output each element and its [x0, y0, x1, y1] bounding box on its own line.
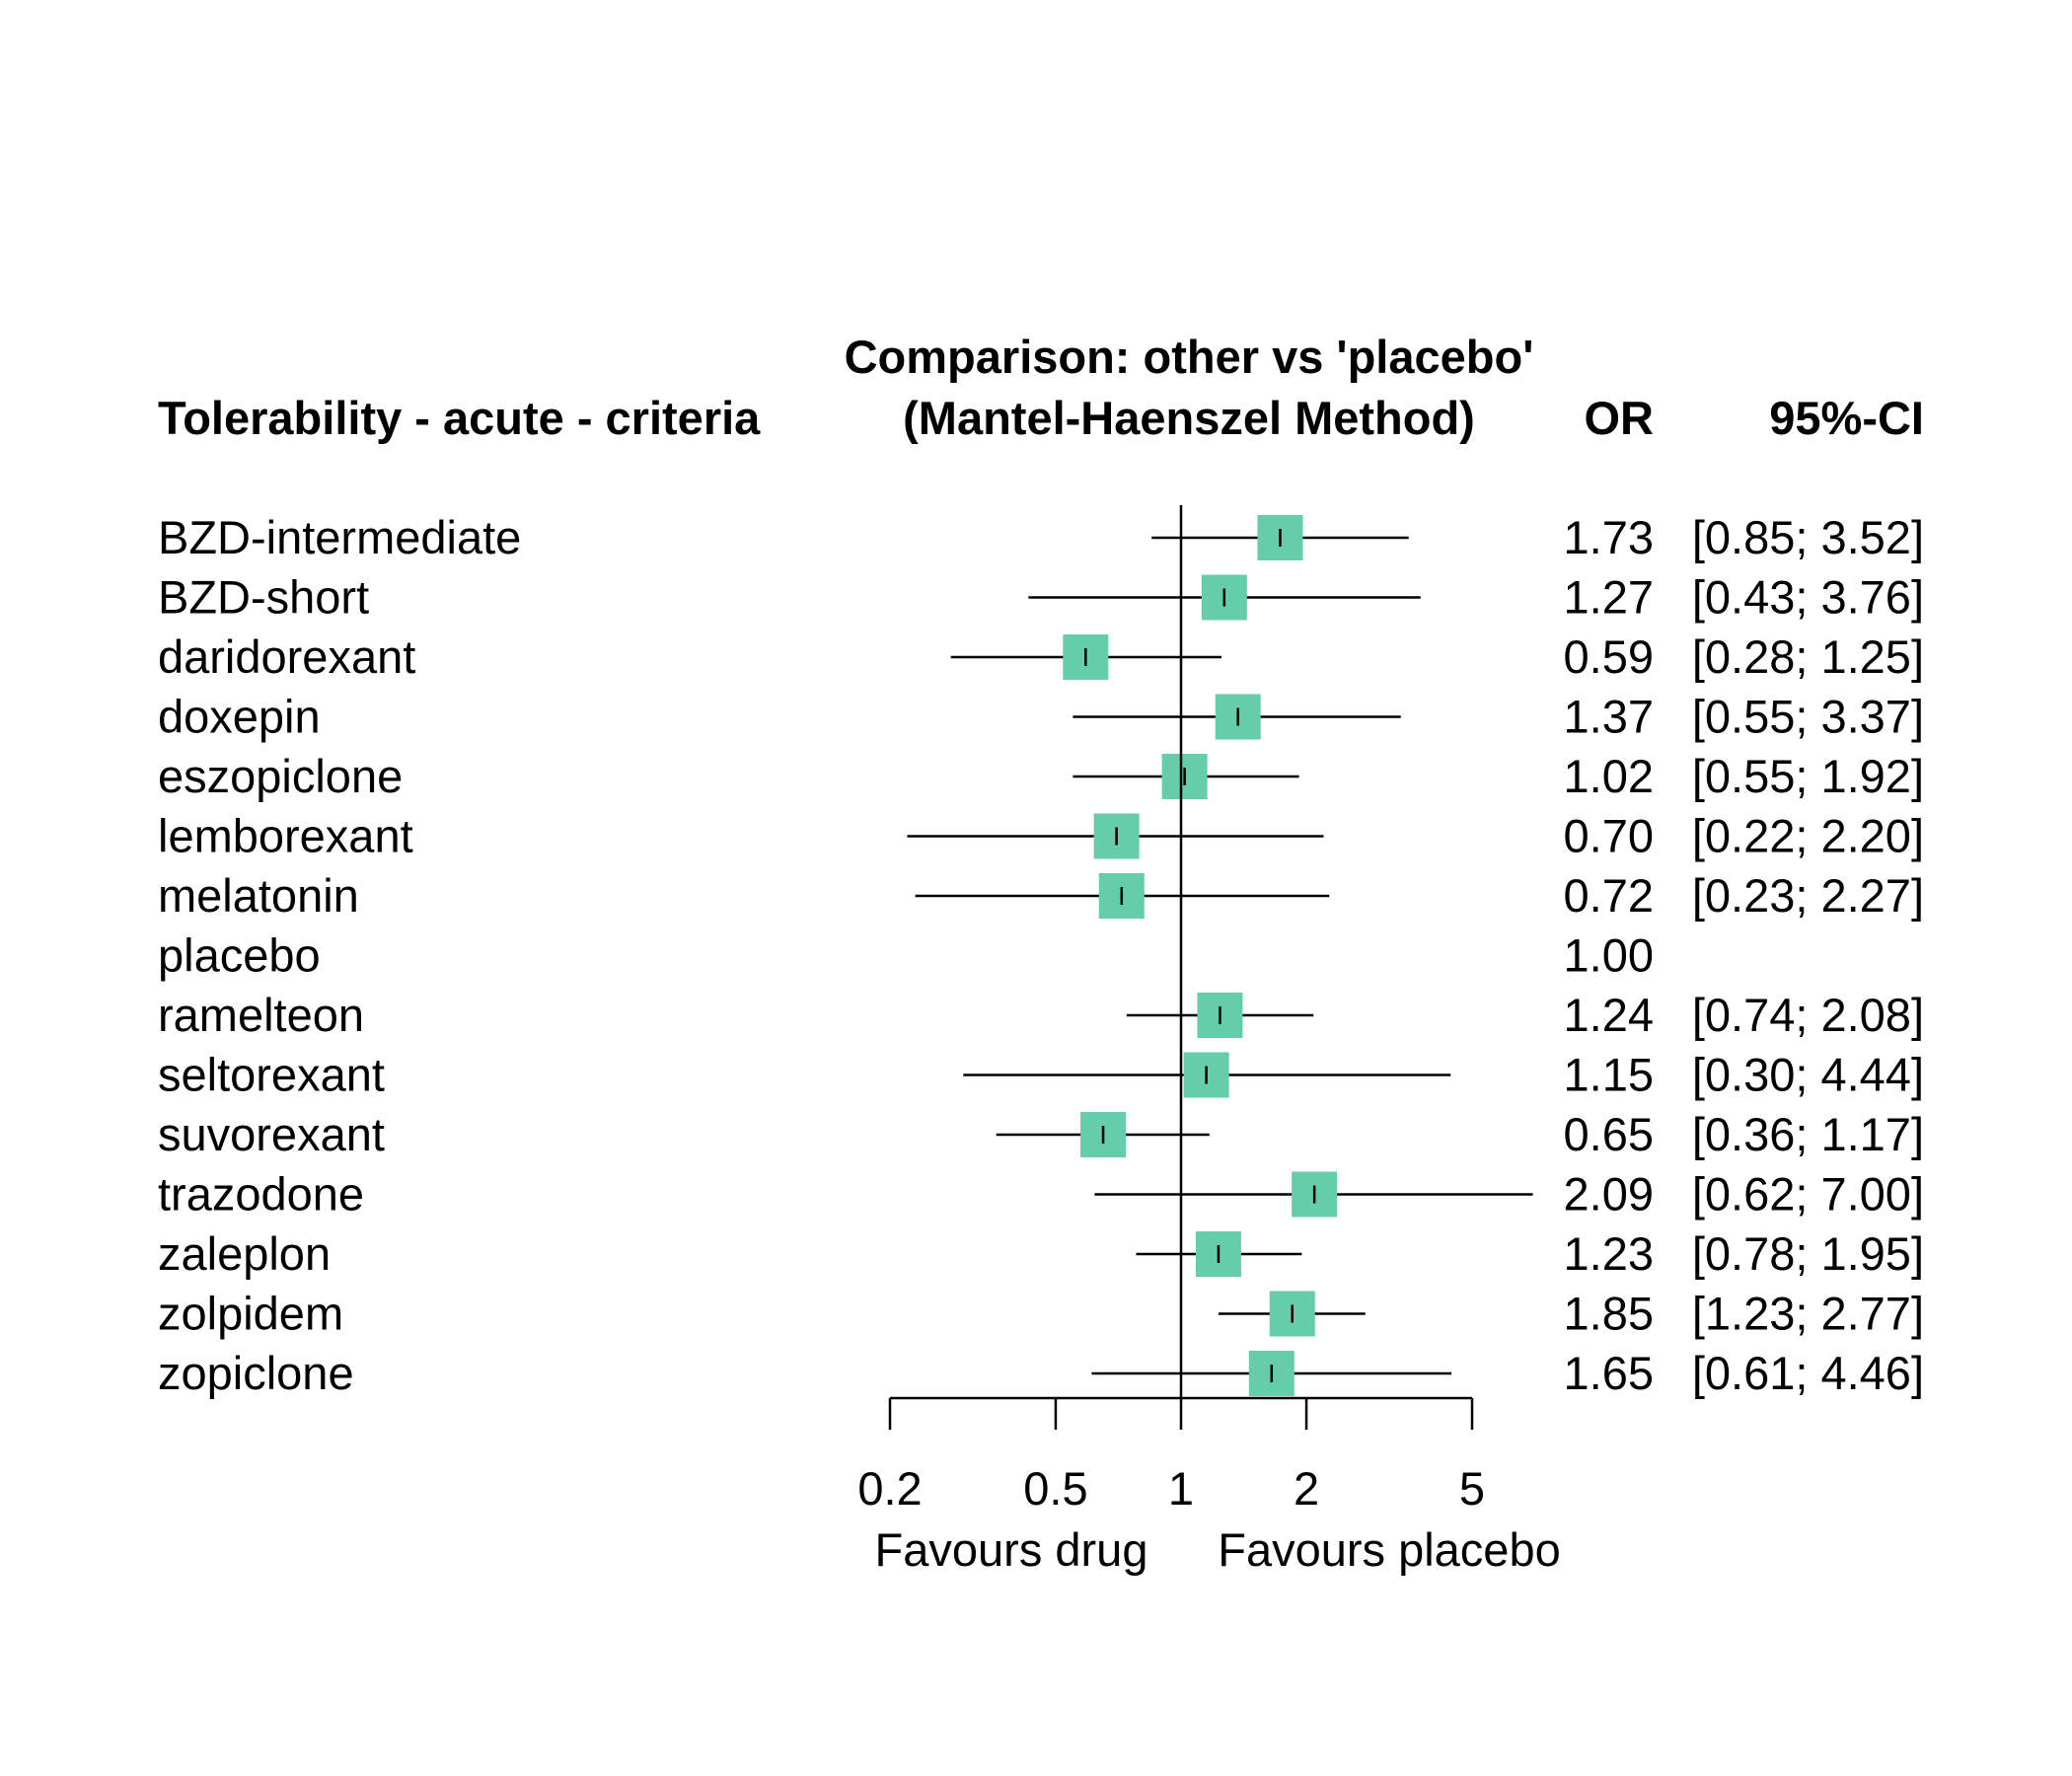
x-tick-label: 2	[1294, 1462, 1319, 1515]
study-row: placebo 1.00	[158, 929, 1654, 982]
or-value: 1.23	[1564, 1227, 1654, 1280]
study-label: suvorexant	[158, 1108, 385, 1160]
study-label: doxepin	[158, 691, 321, 743]
ci-value: [0.30; 4.44]	[1692, 1049, 1924, 1101]
study-row: daridorexant 0.59 [0.28; 1.25]	[158, 630, 1924, 683]
study-rows: BZD-intermediate 1.73 [0.85; 3.52] BZD-shor…	[158, 511, 1924, 1399]
study-row: BZD-intermediate 1.73 [0.85; 3.52]	[158, 511, 1924, 563]
study-label: trazodone	[158, 1168, 364, 1221]
or-value: 1.85	[1564, 1288, 1654, 1340]
study-label: zaleplon	[158, 1227, 331, 1280]
or-value: 1.15	[1564, 1049, 1654, 1101]
study-label: lemborexant	[158, 810, 413, 862]
ci-value: [0.78; 1.95]	[1692, 1227, 1924, 1280]
ci-value: [0.55; 3.37]	[1692, 691, 1924, 743]
or-value: 0.59	[1564, 630, 1654, 683]
or-value: 0.65	[1564, 1108, 1654, 1160]
ci-value: [0.43; 3.76]	[1692, 571, 1924, 624]
or-value: 0.72	[1564, 869, 1654, 922]
study-row: ramelteon 1.24 [0.74; 2.08]	[158, 989, 1924, 1041]
study-label: ramelteon	[158, 989, 364, 1041]
ci-value: [0.22; 2.20]	[1692, 810, 1924, 862]
ci-value: [0.74; 2.08]	[1692, 989, 1924, 1041]
or-value: 1.65	[1564, 1347, 1654, 1399]
or-value: 1.02	[1564, 750, 1654, 802]
study-row: doxepin 1.37 [0.55; 3.37]	[158, 691, 1924, 743]
or-value: 1.24	[1564, 989, 1654, 1041]
study-row: BZD-short 1.27 [0.43; 3.76]	[158, 571, 1924, 624]
x-tick-label: 0.5	[1023, 1462, 1087, 1515]
or-value: 0.70	[1564, 810, 1654, 862]
study-row: melatonin 0.72 [0.23; 2.27]	[158, 869, 1924, 922]
ci-value: [0.28; 1.25]	[1692, 630, 1924, 683]
ci-value: [0.61; 4.46]	[1692, 1347, 1924, 1399]
comparison-title-line1: Comparison: other vs 'placebo'	[845, 331, 1534, 383]
study-label: zopiclone	[158, 1347, 354, 1399]
ci-column-header: 95%-CI	[1769, 392, 1924, 444]
study-label: eszopiclone	[158, 750, 403, 802]
or-value: 1.00	[1564, 929, 1654, 982]
study-row: zopiclone 1.65 [0.61; 4.46]	[158, 1347, 1924, 1399]
study-row: eszopiclone 1.02 [0.55; 1.92]	[158, 750, 1924, 802]
x-axis: 0.2 0.5 1 2 5	[857, 1396, 1485, 1515]
or-value: 1.73	[1564, 511, 1654, 563]
favours-left-label: Favours drug	[875, 1523, 1148, 1576]
x-tick-label: 0.2	[857, 1462, 922, 1515]
study-row: suvorexant 0.65 [0.36; 1.17]	[158, 1108, 1924, 1160]
study-row: seltorexant 1.15 [0.30; 4.44]	[158, 1049, 1924, 1101]
or-value: 1.27	[1564, 571, 1654, 624]
study-label: BZD-intermediate	[158, 511, 521, 563]
study-label: placebo	[158, 929, 321, 982]
outcome-label: Tolerability - acute - criteria	[158, 392, 761, 444]
study-row: zaleplon 1.23 [0.78; 1.95]	[158, 1227, 1924, 1280]
x-tick-label: 1	[1168, 1462, 1194, 1515]
or-value: 2.09	[1564, 1168, 1654, 1221]
study-label: seltorexant	[158, 1049, 385, 1101]
study-label: zolpidem	[158, 1288, 343, 1340]
ci-value: [1.23; 2.77]	[1692, 1288, 1924, 1340]
study-row: trazodone 2.09 [0.62; 7.00]	[158, 1168, 1924, 1221]
ci-value: [0.23; 2.27]	[1692, 869, 1924, 922]
favours-right-label: Favours placebo	[1218, 1523, 1560, 1576]
x-tick-label: 5	[1459, 1462, 1485, 1515]
study-label: BZD-short	[158, 571, 369, 624]
ci-value: [0.55; 1.92]	[1692, 750, 1924, 802]
comparison-title-line2: (Mantel-Haenszel Method)	[903, 392, 1475, 444]
study-row: zolpidem 1.85 [1.23; 2.77]	[158, 1288, 1924, 1340]
or-column-header: OR	[1585, 392, 1655, 444]
study-label: melatonin	[158, 869, 359, 922]
ci-value: [0.36; 1.17]	[1692, 1108, 1924, 1160]
ci-value: [0.85; 3.52]	[1692, 511, 1924, 563]
study-row: lemborexant 0.70 [0.22; 2.20]	[158, 810, 1924, 862]
ci-value: [0.62; 7.00]	[1692, 1168, 1924, 1221]
study-label: daridorexant	[158, 630, 415, 683]
or-value: 1.37	[1564, 691, 1654, 743]
